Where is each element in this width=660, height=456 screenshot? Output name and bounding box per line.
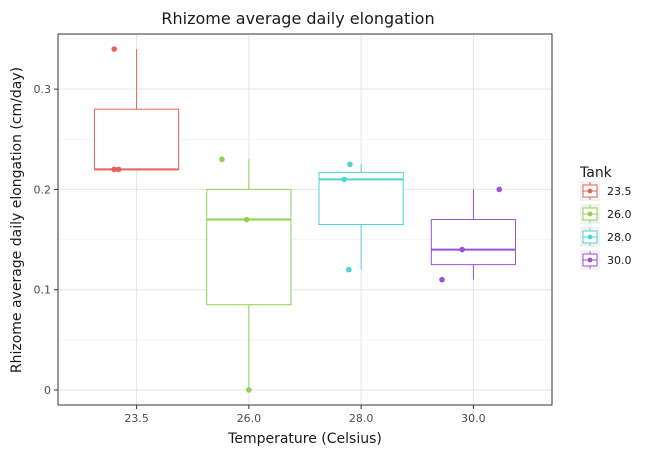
data-point bbox=[111, 46, 117, 52]
box-group bbox=[93, 49, 517, 390]
data-point bbox=[243, 216, 250, 223]
data-point bbox=[341, 176, 348, 183]
x-tick-label: 30.0 bbox=[461, 412, 486, 425]
box bbox=[430, 219, 517, 266]
data-point bbox=[439, 276, 445, 283]
x-tick-label: 28.0 bbox=[349, 412, 374, 425]
y-tick-label: 0.2 bbox=[34, 183, 52, 196]
legend-title: Tank bbox=[579, 165, 613, 181]
legend-label: 23.5 bbox=[607, 185, 632, 198]
data-point bbox=[459, 246, 465, 253]
data-point bbox=[345, 266, 352, 273]
y-tick-label: 0.1 bbox=[34, 284, 52, 297]
data-point bbox=[219, 156, 225, 163]
y-axis-title: Rhizome average daily elongation (cm/day… bbox=[9, 67, 25, 373]
box bbox=[318, 171, 404, 226]
plot-border bbox=[57, 33, 553, 406]
data-point bbox=[115, 166, 122, 173]
legend-label: 26.0 bbox=[607, 208, 632, 221]
data-point bbox=[496, 186, 503, 193]
chart-title: Rhizome average daily elongation bbox=[161, 9, 434, 28]
x-axis-title: Temperature (Celsius) bbox=[227, 431, 382, 447]
box bbox=[206, 188, 292, 306]
legend-key-point bbox=[587, 211, 593, 217]
x-tick-label: 23.5 bbox=[124, 412, 149, 425]
data-point bbox=[347, 161, 353, 168]
y-tick-label: 0.3 bbox=[34, 83, 52, 96]
x-tick-label: 26.0 bbox=[237, 412, 262, 425]
legend-key-point bbox=[587, 188, 593, 194]
legend-key-point bbox=[587, 234, 593, 240]
legend-key-point bbox=[587, 257, 593, 263]
point-group bbox=[111, 46, 503, 393]
y-tick-label: 0 bbox=[44, 384, 51, 397]
y-axis: 0 0.1 0.2 0.3 bbox=[34, 83, 58, 397]
legend-label: 28.0 bbox=[607, 231, 632, 244]
legend: Tank 23.5 26.0 28.0 30.0 bbox=[579, 165, 632, 270]
data-point bbox=[111, 166, 117, 173]
box bbox=[93, 108, 180, 170]
legend-label: 30.0 bbox=[607, 254, 632, 267]
data-point bbox=[246, 387, 252, 393]
x-axis: 23.5 26.0 28.0 30.0 bbox=[124, 405, 486, 425]
